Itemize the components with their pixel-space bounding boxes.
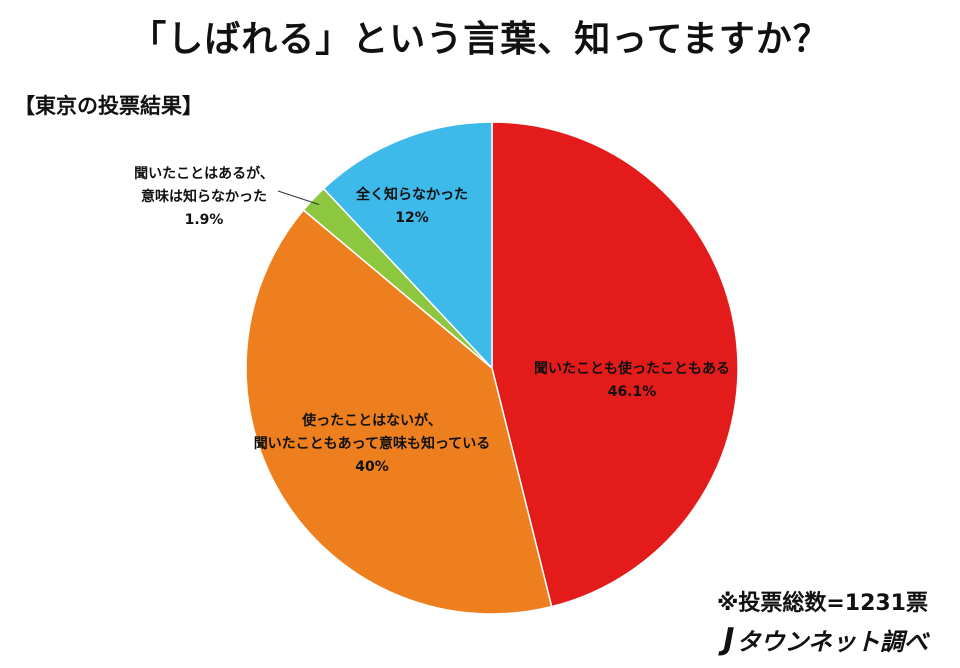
credit-text: タウンネット調べ [736,628,928,656]
vote-total-note: ※投票総数=1231票 [716,591,928,616]
slice-category-label-2: 聞いたこともあって意味も知っている [254,435,491,452]
pie-slice-1 [491,121,739,608]
slice-category-label-1: 聞いたことも使ったこともある [534,360,730,377]
slice-value-label-3: 1.9% [185,212,224,228]
slice-value-label-1: 46.1% [608,384,657,400]
slice-category-label-2: 使ったことはないが、 [301,412,442,429]
leader-lines [277,190,320,206]
slice-category-label-4: 全く知らなかった [355,186,468,203]
chart-title: 「しばれる」という言葉、知ってますか？ [130,19,830,60]
j-logo: J [723,622,735,657]
source-credit: J タウンネット調べ [723,622,928,657]
chart-subtitle: 【東京の投票結果】 [14,94,203,118]
slice-category-label-3: 意味は知らなかった [141,188,267,205]
slice-value-label-4: 12% [395,210,429,226]
pie-slice-4 [322,121,493,370]
pie-slice-2 [245,208,553,615]
pie-slices [245,121,739,615]
slice-labels: 聞いたことも使ったこともある 46.1% 使ったことはないが、聞いたこともあって意味… [134,165,730,475]
leader-line [277,190,320,206]
slice-value-label-2: 40% [355,459,389,475]
slice-category-label-3: 聞いたことはあるが、 [134,165,274,182]
